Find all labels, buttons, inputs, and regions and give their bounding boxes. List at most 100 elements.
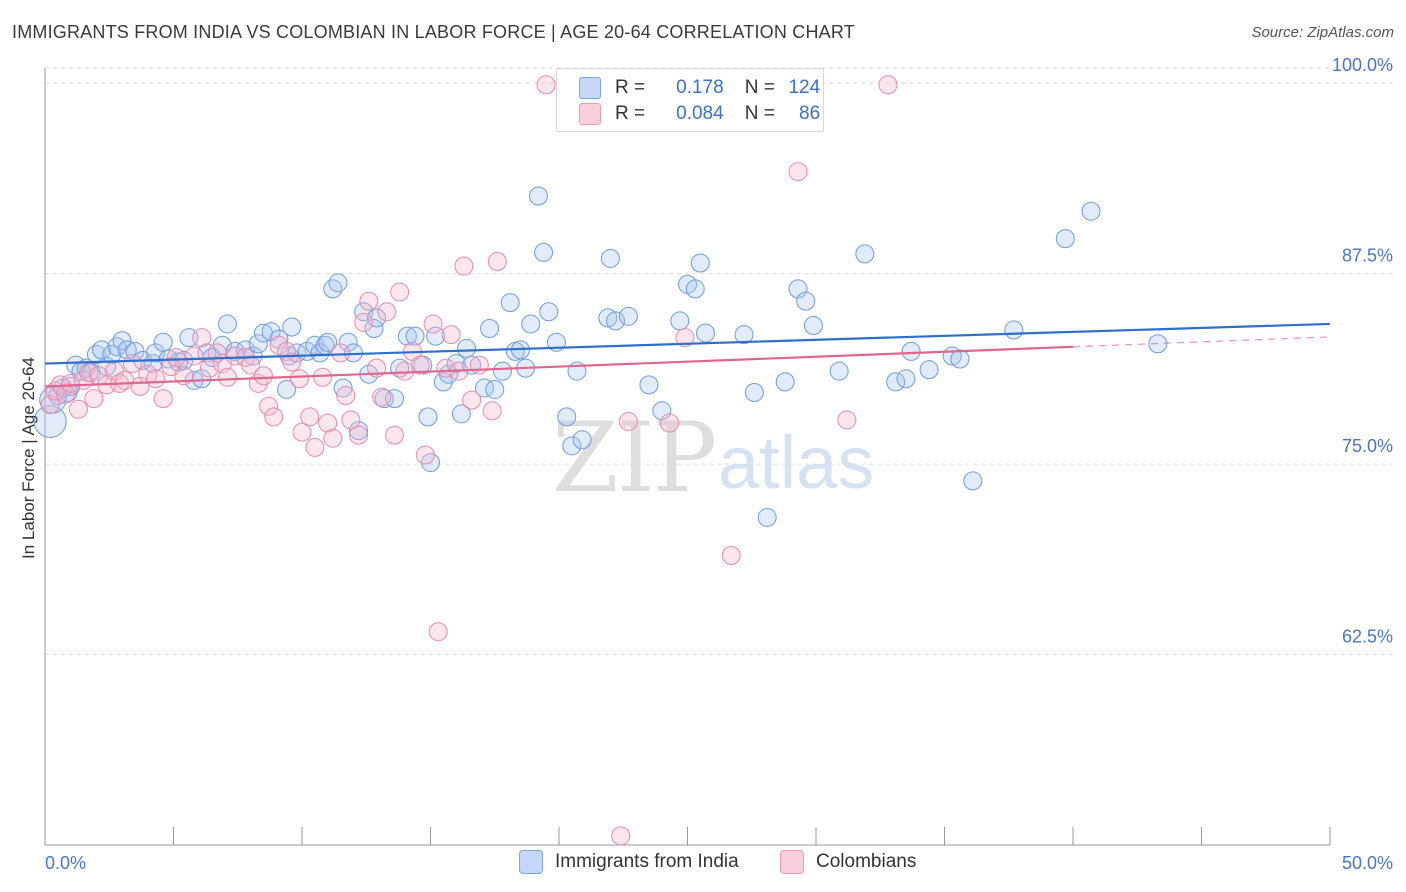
colombians-point: [454, 256, 474, 276]
india-point: [685, 279, 705, 299]
india-point: [1081, 201, 1101, 221]
india-point: [963, 471, 983, 491]
colombians-point: [68, 399, 88, 419]
legend-row-colombians: R = 0.084 N = 86: [579, 101, 820, 127]
india-point: [896, 369, 916, 389]
legend-label-colombians: Colombians: [816, 851, 917, 872]
india-point: [153, 332, 173, 352]
india-point: [1004, 320, 1024, 340]
india-point: [33, 404, 67, 438]
india-points: [33, 186, 1168, 527]
colombians-point: [153, 389, 173, 409]
colombians-point: [611, 826, 631, 846]
colombians-point: [292, 422, 312, 442]
colombians-point: [660, 413, 680, 433]
colombians-point: [618, 411, 638, 431]
india-point: [338, 332, 358, 352]
legend-swatch-colombians: [780, 850, 804, 874]
colombians-point: [84, 389, 104, 409]
india-point: [269, 329, 289, 349]
colombians-point: [336, 386, 356, 406]
colombians-point: [241, 355, 261, 375]
india-point: [480, 319, 500, 339]
colombians-point: [225, 346, 245, 366]
india-point: [418, 407, 438, 427]
colombians-point: [61, 373, 81, 393]
india-point: [446, 354, 466, 374]
india-point: [500, 293, 520, 313]
legend-r-label: R =: [615, 77, 646, 98]
india-point: [695, 323, 715, 343]
colombians-trend-extension: [1072, 336, 1331, 348]
india-point: [397, 326, 417, 346]
india-point: [367, 308, 387, 328]
india-point: [328, 273, 348, 293]
colombians-point: [441, 325, 461, 345]
colombians-point: [122, 354, 142, 374]
india-point: [333, 378, 353, 398]
colombians-point: [675, 328, 695, 348]
india-trend-line: [44, 322, 1331, 365]
colombians-point: [264, 407, 284, 427]
india-point: [474, 378, 494, 398]
india-point: [600, 248, 620, 268]
india-point: [670, 311, 690, 331]
india-point: [277, 379, 297, 399]
y-tick-label: 75.0%: [1342, 436, 1393, 456]
india-point: [1055, 229, 1075, 249]
watermark-zip: ZIP: [552, 402, 717, 514]
india-point: [282, 317, 302, 337]
colombians-point: [269, 335, 289, 355]
correlation-legend: R = 0.178 N = 124 R = 0.084 N = 86: [556, 68, 824, 132]
india-point: [248, 334, 268, 354]
india-point: [618, 306, 638, 326]
colombians-point: [410, 355, 430, 375]
india-point: [426, 326, 446, 346]
legend-item-colombians: Colombians: [780, 850, 916, 874]
colombians-point: [423, 314, 443, 334]
india-point: [796, 291, 816, 311]
axes: [44, 68, 1331, 846]
y-tick-label: 62.5%: [1342, 627, 1393, 647]
india-point: [349, 421, 369, 441]
india-point: [235, 340, 255, 360]
colombians-point: [253, 366, 273, 386]
colombians-point: [259, 396, 279, 416]
india-point: [788, 279, 808, 299]
colombians-point: [331, 343, 351, 363]
india-point: [107, 337, 127, 357]
colombians-point: [79, 363, 99, 383]
colombians-point: [788, 162, 808, 182]
legend-swatch-colombians: [579, 103, 601, 125]
india-point: [217, 314, 237, 334]
colombians-point: [428, 622, 448, 642]
india-point: [323, 279, 343, 299]
india-point: [639, 375, 659, 395]
colombians-point: [372, 387, 392, 407]
india-point: [690, 253, 710, 273]
india-point: [287, 343, 307, 363]
colombians-point: [313, 367, 333, 387]
y-tick-label: 87.5%: [1342, 246, 1393, 266]
india-point: [451, 404, 471, 424]
source-label: Source: ZipAtlas.com: [1251, 24, 1394, 41]
colombians-point: [282, 352, 302, 372]
legend-r-value: 0.084: [676, 103, 724, 124]
chart-title: IMMIGRANTS FROM INDIA VS COLOMBIAN IN LA…: [12, 22, 855, 42]
india-point: [112, 331, 132, 351]
colombians-point: [146, 369, 166, 389]
colombians-point: [161, 357, 181, 377]
legend-r-value: 0.178: [676, 77, 724, 98]
india-point: [146, 343, 166, 363]
india-point: [354, 302, 374, 322]
colombians-point: [462, 390, 482, 410]
india-point: [901, 341, 921, 361]
series-legend: Immigrants from India Colombians: [0, 850, 1406, 880]
x-tick-label: 0.0%: [45, 853, 86, 873]
trend-lines: [44, 322, 1331, 388]
watermark-atlas: atlas: [718, 421, 875, 504]
legend-r-label: R =: [615, 103, 646, 124]
india-point: [652, 401, 672, 421]
colombians-point: [323, 428, 343, 448]
